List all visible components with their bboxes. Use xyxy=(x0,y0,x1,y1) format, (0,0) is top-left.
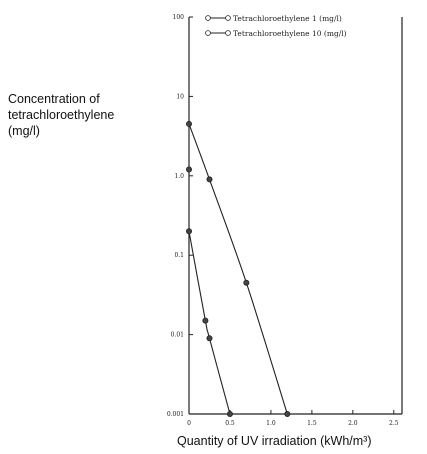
legend-entry-1: Tetrachloroethylene 1 (mg/l) xyxy=(205,14,342,23)
data-point-series-1 xyxy=(226,410,233,417)
x-axis-label: Quantity of UV irradiation (kWh/m³) xyxy=(177,434,372,448)
y-tick-label: 100 xyxy=(173,14,185,21)
data-point-series-1 xyxy=(206,335,213,342)
x-tick-label: 1.5 xyxy=(307,420,317,427)
data-point-series-2 xyxy=(243,279,250,286)
data-point-series-3 xyxy=(185,166,192,173)
legend-marker-1a xyxy=(205,15,211,21)
y-axis-label: Concentration of tetrachloroethylene (mg… xyxy=(8,92,114,138)
x-ticks: 0 0.5 1.0 1.5 2.0 2.5 xyxy=(187,410,399,427)
y-tick-label: 1.0 xyxy=(174,173,184,180)
legend-label-2: Tetrachloroethylene 10 (mg/l) xyxy=(233,29,347,38)
legend-label-1: Tetrachloroethylene 1 (mg/l) xyxy=(233,14,342,23)
legend: Tetrachloroethylene 1 (mg/l) Tetrachloro… xyxy=(205,14,347,38)
y-tick-label: 0.01 xyxy=(171,332,184,339)
x-tick-label: 2.5 xyxy=(389,420,399,427)
x-tick-label: 0.5 xyxy=(225,420,235,427)
y-ticks: 0.001 0.01 0.1 1.0 10 100 xyxy=(167,14,193,418)
x-tick-label: 1.0 xyxy=(266,420,276,427)
series-group xyxy=(185,120,291,417)
y-axis-label-line-1: Concentration of xyxy=(8,92,100,106)
legend-marker-1b xyxy=(225,15,231,21)
legend-entry-2: Tetrachloroethylene 10 (mg/l) xyxy=(205,29,347,38)
data-point-series-2 xyxy=(206,176,213,183)
data-point-series-2 xyxy=(185,120,192,127)
x-tick-label: 2.0 xyxy=(348,420,358,427)
y-axis-label-line-2: tetrachloroethylene xyxy=(8,108,114,122)
series-line-1 xyxy=(188,231,231,415)
y-tick-label: 0.001 xyxy=(167,411,184,418)
legend-marker-2a xyxy=(205,30,211,36)
data-point-series-1 xyxy=(202,317,209,324)
x-tick-label: 0 xyxy=(187,420,191,427)
series-line-2 xyxy=(188,123,288,415)
y-tick-label: 10 xyxy=(176,93,184,100)
y-tick-label: 0.1 xyxy=(174,252,184,259)
data-point-series-2 xyxy=(284,410,291,417)
data-point-series-1 xyxy=(185,228,192,235)
y-axis-label-line-3: (mg/l) xyxy=(8,124,40,138)
legend-marker-2b xyxy=(225,30,231,36)
